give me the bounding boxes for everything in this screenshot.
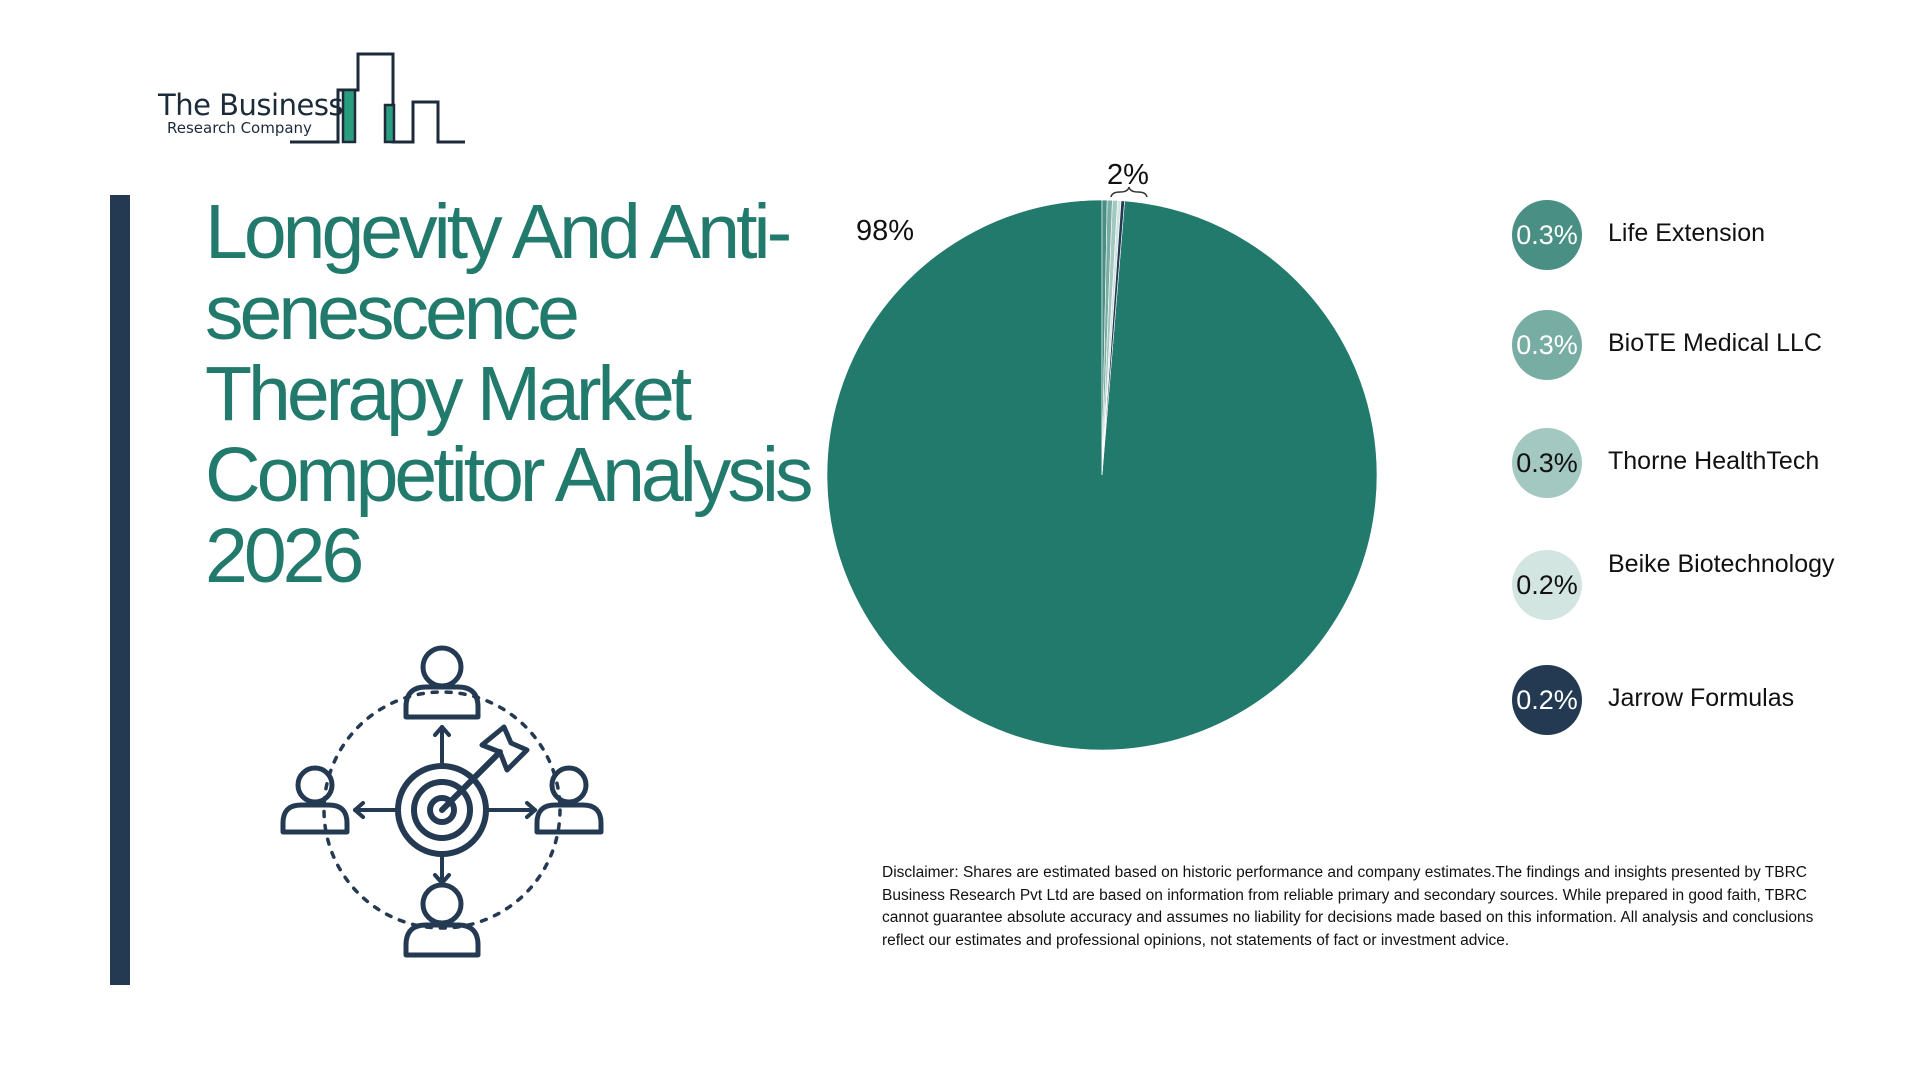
legend-label: BioTE Medical LLC [1608, 329, 1822, 357]
market-share-pie-chart: 2% 98% [826, 159, 1378, 751]
legend-swatch: 0.3% [1512, 310, 1582, 380]
legend-swatch: 0.2% [1512, 665, 1582, 735]
person-icon-right [534, 765, 604, 835]
logo-buildings-icon [290, 52, 465, 144]
major-slice-label: 98% [856, 215, 914, 247]
legend-item: 0.3% BioTE Medical LLC [1512, 310, 1912, 380]
minor-slices-bracket [1110, 186, 1148, 198]
legend-swatch: 0.3% [1512, 200, 1582, 270]
company-logo: The Business Research Company [155, 50, 475, 145]
legend-label: Jarrow Formulas [1608, 684, 1795, 712]
person-icon-top [403, 645, 481, 720]
legend-item: 0.3% Thorne HealthTech [1512, 428, 1912, 498]
pie-slice-jarrow-formulas [1101, 200, 1125, 476]
logo-line-2: Research Company [167, 119, 312, 137]
legend-swatch: 0.2% [1512, 550, 1582, 620]
accent-bar [110, 195, 130, 985]
logo-line-1: The Business [158, 88, 344, 122]
person-icon-bottom [403, 882, 481, 958]
legend-swatch: 0.3% [1512, 428, 1582, 498]
legend-label: Thorne HealthTech [1608, 447, 1820, 475]
legend-item: 0.2% Jarrow Formulas [1512, 665, 1912, 735]
legend-item: 0.2% Beike Biotechnology [1512, 550, 1912, 620]
minor-slice-label: 2% [1107, 159, 1149, 191]
disclaimer-text: Disclaimer: Shares are estimated based o… [882, 864, 1814, 949]
page-title: Longevity And Anti-senescence Therapy Ma… [205, 189, 813, 599]
person-icon-left [280, 765, 350, 835]
legend-label: Beike Biotechnology [1608, 550, 1835, 578]
legend-label: Life Extension [1608, 219, 1766, 247]
legend-item: 0.3% Life Extension [1512, 200, 1912, 270]
competitor-target-icon [280, 645, 604, 958]
